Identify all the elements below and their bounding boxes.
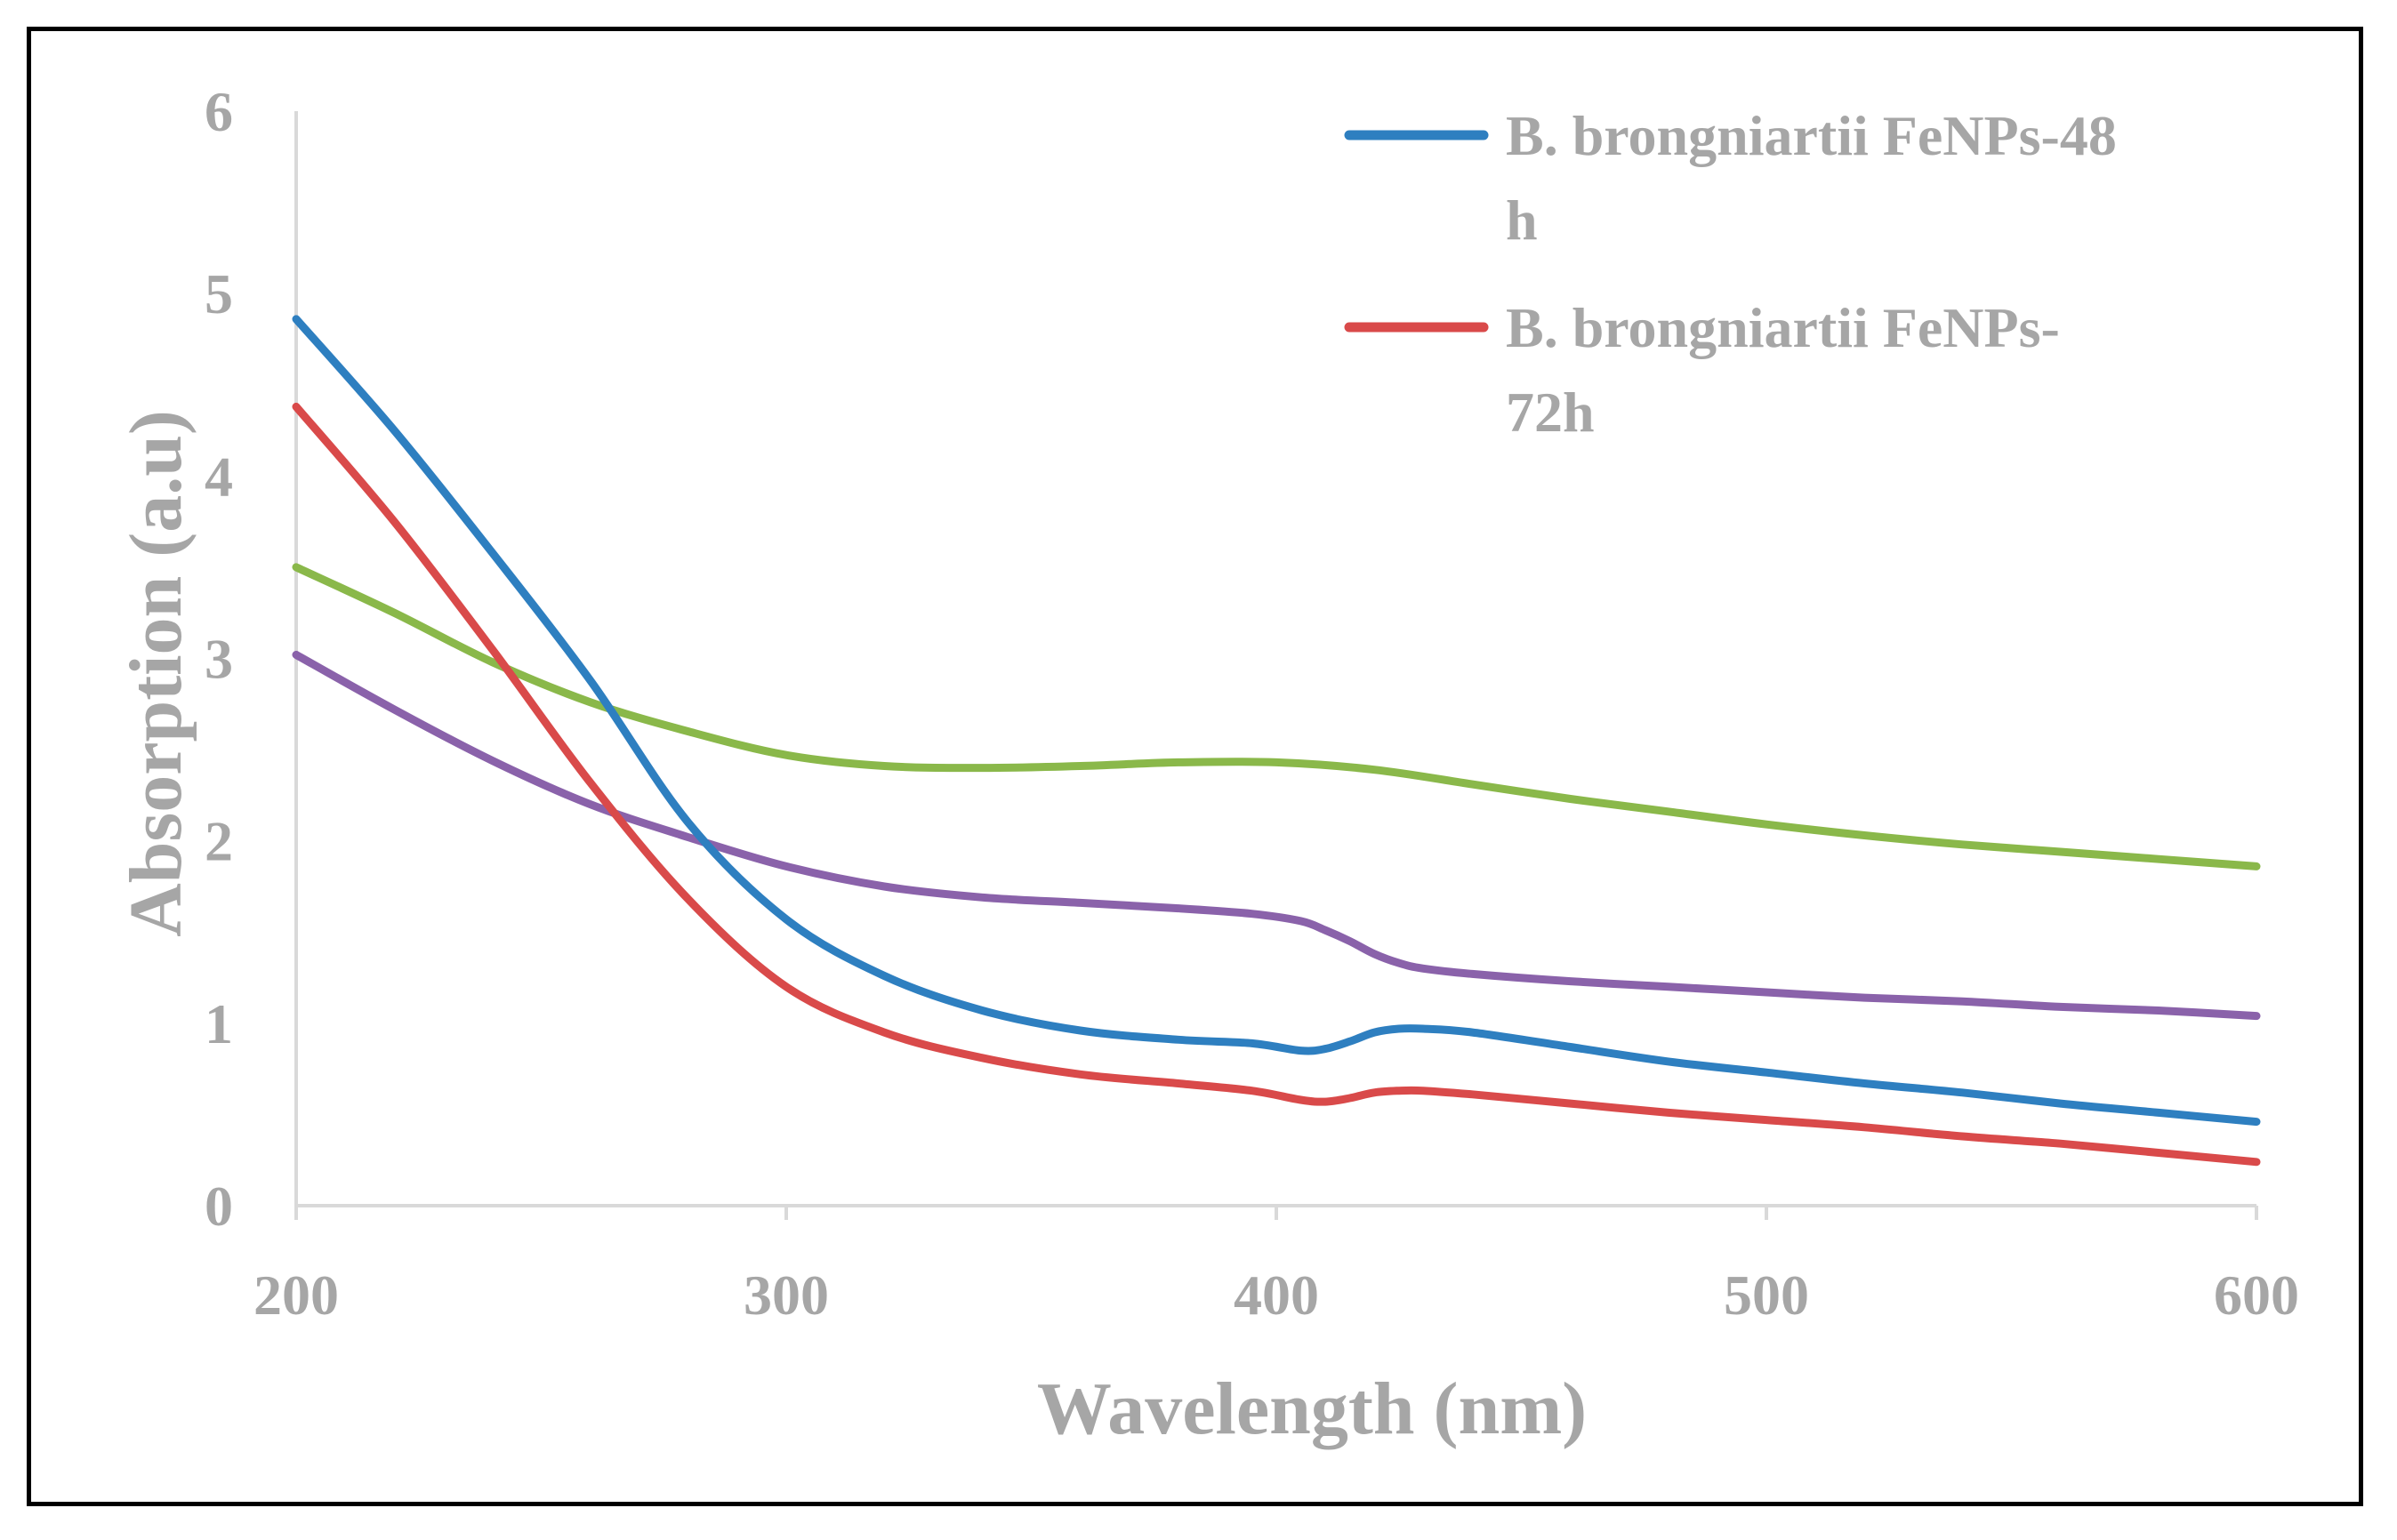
legend-label: h xyxy=(1506,188,1538,252)
chart-frame xyxy=(27,27,2363,1506)
y-tick-label: 4 xyxy=(205,445,233,508)
y-tick-label: 3 xyxy=(205,628,233,691)
series-line-1 xyxy=(292,402,2261,1167)
series-line-0 xyxy=(292,315,2261,1127)
series-lines xyxy=(292,315,2261,1167)
legend-label: B. brongniartii FeNPs-48 xyxy=(1506,104,2117,167)
plot-area: 200 300 400 500 600 0 1 2 3 4 5 6 xyxy=(205,80,2299,1327)
x-tick-label: 400 xyxy=(1234,1263,1319,1327)
y-tick-label: 1 xyxy=(205,992,233,1055)
y-tick-labels: 0 1 2 3 4 5 6 xyxy=(205,80,233,1238)
x-tick-labels: 200 300 400 500 600 xyxy=(253,1263,2299,1327)
x-tick-label: 200 xyxy=(253,1263,339,1327)
y-tick-label: 0 xyxy=(205,1175,233,1238)
y-tick-label: 6 xyxy=(205,80,233,143)
series-line-2 xyxy=(292,563,2261,870)
series-line-3 xyxy=(292,650,2261,1021)
x-tick-label: 300 xyxy=(744,1263,829,1327)
x-tick-label: 600 xyxy=(2214,1263,2299,1327)
legend-label: 72h xyxy=(1506,381,1595,444)
y-tick-label: 5 xyxy=(205,262,233,325)
x-axis-title: Wavelength (nm) xyxy=(1037,1368,1587,1450)
legend-label: B. brongniartii FeNPs- xyxy=(1506,296,2060,359)
legend: B. brongniartii FeNPs-48 h B. brongniartii… xyxy=(1344,104,2117,444)
y-tick-label: 2 xyxy=(205,810,233,873)
y-axis-title: Absorption (a.u) xyxy=(115,410,197,937)
x-tick-label: 500 xyxy=(1724,1263,1809,1327)
x-tick-marks xyxy=(294,1206,2258,1220)
